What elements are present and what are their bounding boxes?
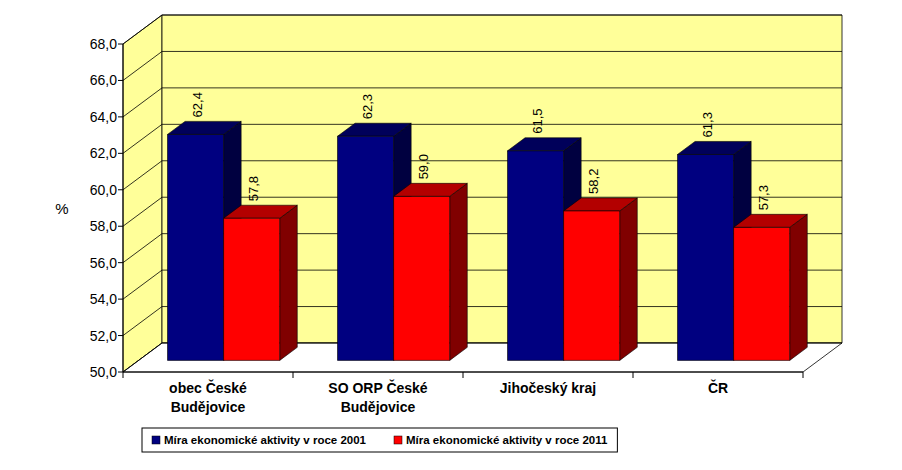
grid-line: [123, 88, 842, 117]
chart: 50,0 52,0 54,0 56,0 58,0 60,0 62,0 64,0 66,0 68,0…: [0, 0, 902, 470]
x-tick: [293, 372, 294, 378]
y-tick-label: 54,0: [90, 291, 117, 307]
y-tick: [118, 372, 123, 373]
y-tick: [118, 299, 123, 300]
bar-front: [224, 218, 280, 360]
y-tick-label: 68,0: [90, 36, 117, 52]
x-tick-label-line: Jihočeský kraj: [500, 380, 597, 396]
bar-front: [338, 136, 394, 360]
legend-marker: [152, 436, 160, 444]
bar-side: [280, 205, 298, 360]
bar-front: [564, 211, 620, 360]
bar: [224, 205, 298, 360]
legend-marker: [394, 436, 402, 444]
x-tick-label-line: obec České: [169, 379, 247, 396]
y-axis-label: %: [55, 200, 68, 217]
data-label: 61,5: [530, 108, 545, 133]
y-tick: [118, 335, 123, 336]
grid-line: [123, 51, 842, 80]
y-tick-label: 64,0: [90, 109, 117, 125]
y-tick: [118, 44, 123, 45]
data-label: 58,2: [586, 169, 601, 194]
x-tick-label-line: ČR: [708, 379, 728, 396]
bar-top: [508, 138, 582, 151]
bar: [394, 183, 468, 360]
bar-side: [450, 183, 468, 360]
bar-top: [564, 198, 638, 211]
data-labels: 62,4 57,8 62,3 59,0 61,5 58,2 61,3 57,3: [190, 92, 771, 210]
bar-top: [394, 183, 468, 196]
bar-top: [338, 123, 412, 136]
y-tick-label: 60,0: [90, 182, 117, 198]
y-tick: [118, 80, 123, 81]
y-tick-label: 56,0: [90, 255, 117, 271]
grid-line: [123, 15, 842, 44]
x-tick-label-line: Budějovice: [341, 399, 416, 415]
bar-front: [168, 134, 224, 360]
x-tick-label: SO ORP České Budějovice: [328, 379, 428, 415]
y-tick: [118, 226, 123, 227]
bar-front: [678, 154, 734, 360]
bar-side: [620, 198, 638, 360]
y-tick: [118, 153, 123, 154]
x-tick: [803, 372, 804, 378]
y-tick-label: 58,0: [90, 218, 117, 234]
legend-label: Míra ekonomické aktivity v roce 2001: [164, 434, 367, 446]
bar-top: [734, 214, 808, 227]
bar-front: [394, 196, 450, 360]
x-tick: [463, 372, 464, 378]
data-label: 62,4: [190, 92, 205, 117]
x-tick-label: ČR: [708, 379, 728, 396]
x-tick-label-line: SO ORP České: [328, 379, 428, 396]
data-label: 57,3: [756, 185, 771, 210]
bars: [168, 121, 808, 360]
data-label: 61,3: [700, 112, 715, 137]
y-tick: [118, 189, 123, 190]
y-tick-label: 62,0: [90, 145, 117, 161]
x-tick-label-line: Budějovice: [171, 399, 246, 415]
y-axis: [123, 44, 124, 372]
x-tick: [633, 372, 634, 378]
x-tick-label: Jihočeský kraj: [500, 380, 597, 396]
y-tick: [118, 262, 123, 263]
x-tick: [123, 372, 124, 378]
bar-side: [790, 214, 808, 360]
x-tick-label: obec České Budějovice: [169, 379, 247, 415]
bar: [564, 198, 638, 360]
data-label: 57,8: [246, 176, 261, 201]
data-label: 62,3: [360, 94, 375, 119]
bar: [734, 214, 808, 360]
bar-front: [508, 151, 564, 361]
bar-front: [734, 227, 790, 360]
y-tick: [118, 116, 123, 117]
legend-label: Míra ekonomické aktivity v roce 2011: [406, 434, 608, 446]
bar-top: [678, 141, 752, 154]
bar-top: [168, 121, 242, 134]
y-tick-label: 66,0: [90, 72, 117, 88]
legend-box: [142, 428, 617, 452]
data-label: 59,0: [416, 154, 431, 179]
y-tick-label: 52,0: [90, 328, 117, 344]
y-tick-label: 50,0: [90, 364, 117, 380]
side-wall: [123, 15, 162, 372]
bar-top: [224, 205, 298, 218]
legend: Míra ekonomické aktivity v roce 2001 Míra…: [142, 428, 617, 452]
